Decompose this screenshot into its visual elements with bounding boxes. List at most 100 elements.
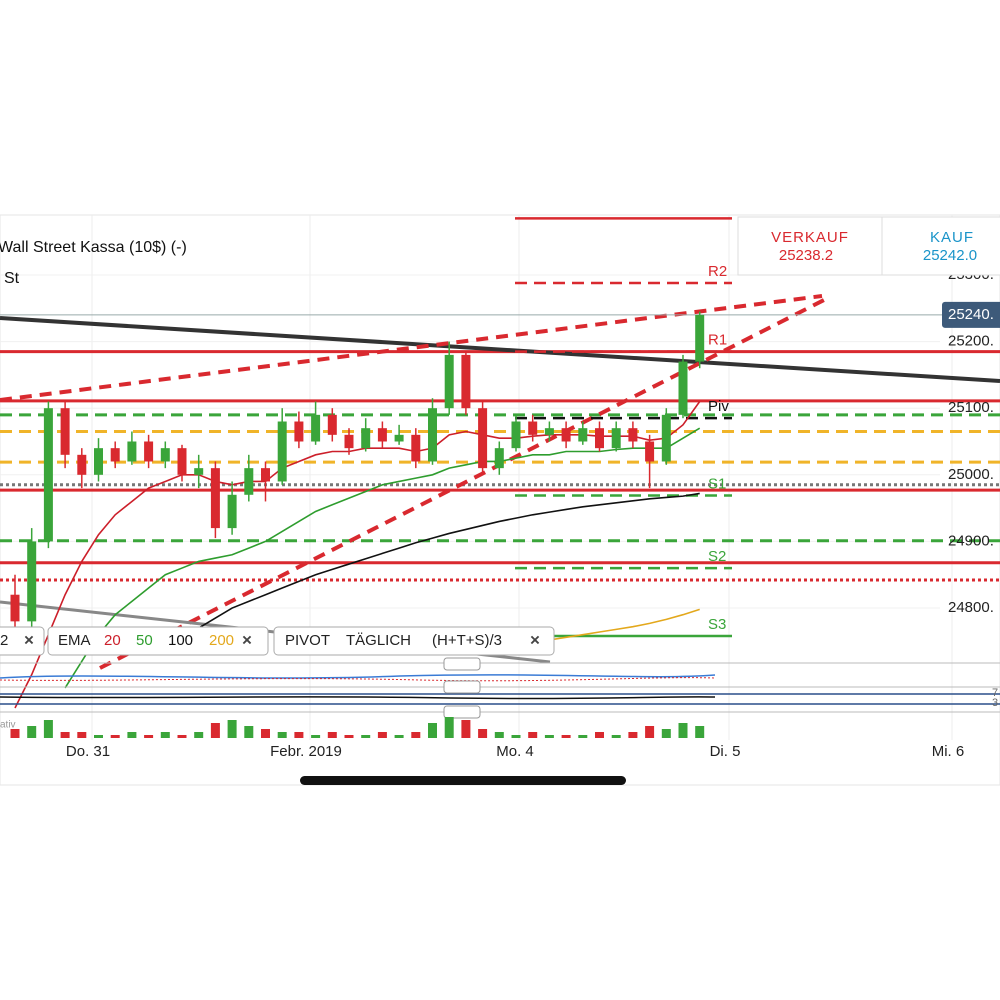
volume-bar xyxy=(628,732,638,738)
volume-bar xyxy=(695,726,705,738)
volume-bar xyxy=(595,732,604,738)
pivot-period: TÄGLICH xyxy=(346,632,411,649)
last-price-label: 25240. xyxy=(948,306,994,323)
volume-bar xyxy=(244,726,254,738)
candle-body xyxy=(461,354,471,409)
sub-axis-label: 7 xyxy=(992,687,998,699)
legend-entry: 20 xyxy=(104,632,121,649)
volume-bar xyxy=(494,732,504,738)
candle-body xyxy=(611,428,621,449)
panel-handle[interactable] xyxy=(443,705,481,719)
y-tick-label: 24900. xyxy=(948,532,994,549)
legend-entry: 200 xyxy=(209,632,234,649)
candle-body xyxy=(43,408,53,542)
sell-button[interactable] xyxy=(737,216,883,276)
trend-line xyxy=(0,316,1000,383)
y-tick-label: 25000. xyxy=(948,466,994,483)
volume-bar xyxy=(511,735,521,738)
candle-body xyxy=(60,408,70,455)
pivot-formula: (H+T+S)/3 xyxy=(432,632,502,649)
volume-bar xyxy=(478,729,488,738)
volume-bar xyxy=(645,726,655,738)
volume-bar xyxy=(94,735,103,738)
pivot-label: R2 xyxy=(708,263,727,280)
close-icon[interactable]: × xyxy=(530,630,540,649)
pivot-chip[interactable] xyxy=(273,626,555,656)
candle-body xyxy=(578,428,588,442)
volume-bar xyxy=(578,735,588,738)
volume-bars xyxy=(10,717,705,738)
candle-body xyxy=(394,434,404,442)
close-icon[interactable]: × xyxy=(24,630,34,649)
trend-line xyxy=(99,297,827,670)
volume-bar xyxy=(27,726,37,738)
volume-bar xyxy=(428,723,437,738)
pivot-label: R1 xyxy=(708,332,727,349)
volume-bar xyxy=(43,720,53,738)
candle-body xyxy=(361,428,371,449)
candle-body xyxy=(110,448,120,462)
candle-body xyxy=(494,448,504,469)
candle-body xyxy=(160,448,170,462)
home-indicator[interactable] xyxy=(300,776,626,785)
volume-bar xyxy=(277,732,287,738)
buy-label: KAUF xyxy=(930,229,974,246)
instrument-subtitle: St xyxy=(4,270,20,287)
ema-line xyxy=(164,492,700,656)
candle-body xyxy=(678,361,688,415)
candle-body xyxy=(428,408,437,462)
volume-bar xyxy=(110,735,120,738)
candle-body xyxy=(344,434,354,449)
volume-bar xyxy=(461,720,471,738)
pivot-label: S2 xyxy=(708,548,726,565)
instrument-title: Wall Street Kassa (10$) (-) xyxy=(0,239,187,256)
volume-bar xyxy=(177,735,187,738)
panel-handle[interactable] xyxy=(443,680,481,694)
pivot-label: S1 xyxy=(708,475,726,492)
volume-bar xyxy=(377,732,387,738)
candle-body xyxy=(695,314,705,362)
last-price-tag xyxy=(942,301,1000,328)
candle-body xyxy=(294,421,304,442)
panel-handle[interactable] xyxy=(443,657,481,671)
candle-body xyxy=(94,448,103,475)
candle-body xyxy=(377,428,387,442)
volume-bar xyxy=(261,729,270,738)
oscillator-line xyxy=(0,696,716,700)
y-tick-label: 25200. xyxy=(948,333,994,350)
sell-label: VERKAUF xyxy=(771,229,849,246)
x-tick-label: Mi. 6 xyxy=(932,743,965,760)
candle-body xyxy=(311,414,321,442)
volume-bar xyxy=(394,735,404,738)
buy-button[interactable] xyxy=(881,216,1000,276)
trend-line xyxy=(0,294,823,402)
chart-area xyxy=(0,214,1000,786)
volume-bar xyxy=(361,735,371,738)
candle-body xyxy=(227,494,237,529)
volume-bar xyxy=(10,729,20,738)
sub-axis-label: 3 xyxy=(992,697,998,709)
candle-body xyxy=(544,428,554,435)
candles xyxy=(10,311,705,635)
volume-bar xyxy=(294,732,304,738)
y-tick-label: 25100. xyxy=(948,399,994,416)
candle-body xyxy=(661,414,671,462)
volume-bar xyxy=(127,732,137,738)
candle-body xyxy=(511,421,521,449)
sell-price: 25238.2 xyxy=(779,247,833,264)
indicator-chip[interactable] xyxy=(0,626,45,656)
candle-body xyxy=(444,354,454,409)
x-axis: Do. 31 Febr. 2019 Mo. 4 Di. 5 Mi. 6 xyxy=(66,743,964,760)
buy-price: 25242.0 xyxy=(923,247,977,264)
candle-body xyxy=(561,428,571,442)
x-tick-label: Di. 5 xyxy=(710,743,741,760)
ema-legend: 20 50 100 200 xyxy=(104,632,234,649)
candle-body xyxy=(77,454,87,475)
close-icon[interactable]: × xyxy=(242,630,252,649)
ema-chip[interactable] xyxy=(47,626,269,656)
candle-body xyxy=(595,428,604,449)
indicator-label: 2 xyxy=(0,632,8,649)
volume-bar xyxy=(528,732,538,738)
ema-line xyxy=(64,427,701,689)
